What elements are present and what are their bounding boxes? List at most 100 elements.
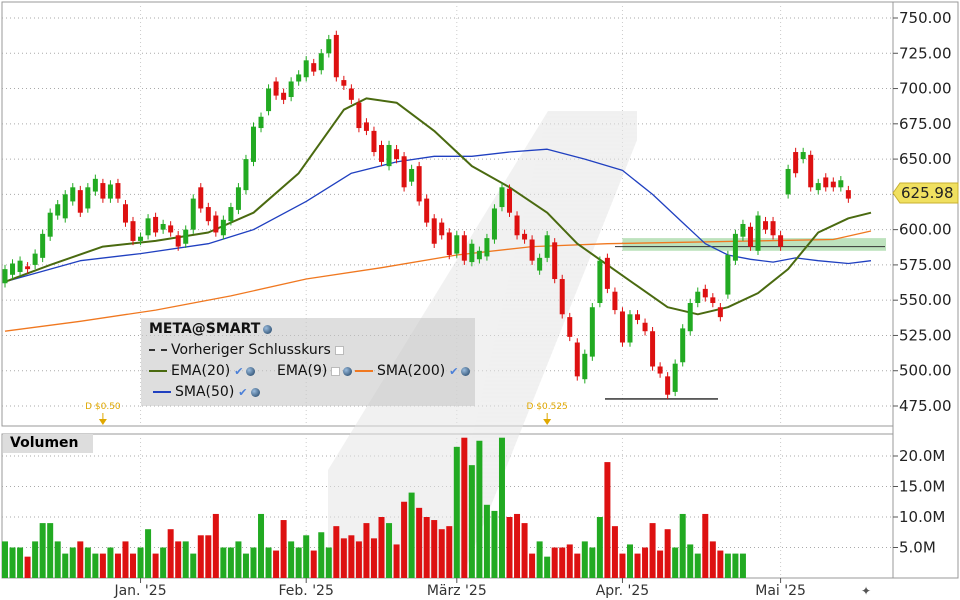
volume-bar (84, 547, 91, 578)
price-tick-label: 600.00 (899, 221, 952, 239)
candle-body (333, 34, 339, 78)
volume-bar (325, 547, 332, 578)
price-tick-label: 475.00 (899, 397, 952, 415)
volume-bar (611, 526, 618, 578)
candle-body (266, 88, 272, 112)
candle-body (160, 223, 166, 230)
time-tick-label: Jan. '25 (113, 583, 166, 599)
volume-bar (717, 550, 724, 578)
volume-bar (521, 523, 528, 578)
check-icon[interactable]: ✔ (449, 365, 459, 378)
candle-body (228, 207, 234, 222)
check-icon[interactable]: ✔ (234, 365, 244, 378)
candle-body (747, 226, 753, 247)
dashed-line-swatch (149, 349, 167, 351)
last-price-label: 625.98 (901, 184, 954, 202)
candle-body (40, 233, 46, 258)
last-price-tag (892, 182, 959, 204)
volume-bar (657, 550, 664, 578)
candle-body (627, 314, 633, 343)
volume-bar (709, 541, 716, 578)
volume-bar (355, 541, 362, 578)
volume-bar (295, 547, 302, 578)
volume-bar (175, 541, 182, 578)
candle-body (454, 235, 460, 254)
volume-bar (642, 547, 649, 578)
volume-bar (386, 523, 393, 578)
volume-bar (235, 541, 242, 578)
info-icon[interactable] (250, 387, 260, 397)
candle-body (830, 181, 836, 188)
volume-bar (205, 535, 212, 578)
volume-bar (265, 547, 272, 578)
volume-tick-label: 10.0M (899, 508, 945, 526)
dividend-arrow-icon (543, 419, 552, 425)
visibility-toggle[interactable] (331, 366, 341, 376)
volume-bar (438, 529, 445, 578)
volume-tick-label: 15.0M (899, 478, 945, 496)
volume-bar (107, 547, 114, 578)
legend-sma50: SMA(50) ✔ (153, 384, 260, 400)
check-icon[interactable]: ✔ (238, 386, 248, 399)
candle-body (62, 194, 68, 219)
info-icon[interactable] (343, 366, 353, 376)
volume-bar (160, 547, 167, 578)
candle-body (484, 238, 490, 257)
candle-body (85, 187, 91, 209)
price-tick-label: 700.00 (899, 80, 952, 98)
volume-bar (363, 523, 370, 578)
volume-bar (604, 462, 611, 578)
volume-bar (2, 541, 8, 578)
candle-body (311, 63, 317, 72)
volume-bar (694, 553, 701, 578)
candle-body (190, 198, 196, 230)
volume-bar (431, 520, 438, 578)
volume-bar (649, 523, 656, 578)
volume-bar (17, 547, 24, 578)
candle-body (25, 266, 31, 270)
resistance-zone-rect (622, 238, 887, 251)
dividend-arrow-icon (98, 419, 107, 425)
candle-body (800, 152, 806, 160)
volume-bar (69, 547, 76, 578)
volume-bar (62, 553, 69, 578)
price-tick-label: 500.00 (899, 362, 952, 380)
volume-bar (687, 544, 694, 578)
info-icon[interactable] (263, 324, 273, 334)
candle-body (567, 317, 573, 337)
volume-bar (702, 513, 709, 578)
volume-bar (197, 535, 204, 578)
volume-bar (130, 553, 137, 578)
legend-ema20: EMA(20) ✔ (149, 363, 256, 379)
sma50-swatch (153, 391, 171, 393)
volume-bar (581, 541, 588, 578)
dividend-label: D $0.525 (527, 402, 568, 412)
candle-body (341, 80, 347, 86)
volume-tick-label: 5.0M (899, 539, 936, 557)
candle-body (687, 303, 693, 332)
sma50-line (4, 148, 872, 283)
time-tick-label: Feb. '25 (279, 583, 334, 599)
info-icon[interactable] (246, 366, 256, 376)
volume-bar (468, 465, 475, 578)
info-icon[interactable] (461, 366, 471, 376)
legend-panel: META@SMART Vorheriger Schlusskurs EMA(20… (141, 318, 475, 406)
candle-body (326, 39, 332, 54)
volume-bar (145, 529, 152, 578)
volume-bar (318, 532, 325, 578)
volume-bar (310, 550, 317, 578)
candle-body (650, 331, 656, 367)
volume-bar (679, 513, 686, 578)
volume-bar (378, 517, 385, 578)
visibility-toggle[interactable] (334, 345, 344, 355)
candle-body (491, 208, 497, 240)
candle-body (642, 322, 648, 332)
candle-body (537, 257, 543, 271)
axes: 750.00725.00700.00675.00650.00625.00600.… (113, 9, 951, 599)
candle-body (371, 130, 377, 153)
candle-body (115, 183, 121, 199)
watermark-logo (328, 111, 637, 578)
candle-body (507, 188, 513, 213)
candle-body (77, 190, 83, 213)
